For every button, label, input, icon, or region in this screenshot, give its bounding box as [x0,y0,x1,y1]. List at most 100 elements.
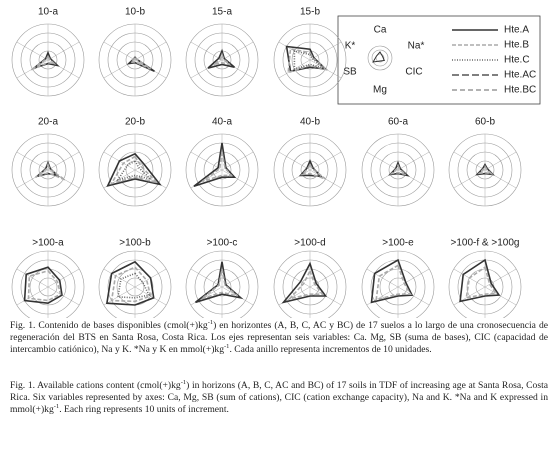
spoke [16,268,49,288]
series-polygon [213,52,231,66]
series-polygon [281,261,328,304]
series-polygon [116,272,151,299]
caption-text: Fig. 1. Available cations content (cmol(… [10,380,181,391]
chart-title: 60-b [475,117,495,128]
chart-title: >100-d [294,238,325,249]
series-polygon [298,158,323,178]
spoke [103,286,136,306]
spoke [16,286,49,306]
legend-label: Hte.A [504,25,529,36]
spoke [190,151,223,171]
series-polygon [465,265,498,299]
legend-axis-label: Na* [408,41,425,52]
series-polygon [459,258,501,303]
superscript: -1 [224,342,230,350]
spoke [366,268,399,288]
spoke [484,268,517,288]
chart-title: 20-a [38,117,58,128]
legend-label: Hte.C [504,55,530,66]
caption-es: Fig. 1. Contenido de bases disponibles (… [10,318,548,356]
caption-text: Fig. 1. Contenido de bases disponibles (… [10,320,208,331]
legend-ring [371,49,389,67]
spoke [309,41,342,61]
spoke [366,151,399,171]
caption-text: ) in horizons (A, B, C, AC and BC) of 17… [10,380,548,415]
legend-axis-label: K* [345,41,356,52]
superscript: -1 [207,318,214,326]
chart-title: 40-a [212,117,232,128]
series-polygon [293,49,325,71]
spoke [47,41,80,61]
spoke [397,268,430,288]
spoke [278,169,311,189]
spoke [453,286,486,306]
spoke [221,169,254,189]
spoke [16,169,49,189]
series-polygon [116,159,154,182]
series-polygon [30,54,57,71]
spoke [47,268,80,288]
chart-title: >100-a [32,238,64,249]
series-polygon [27,269,62,302]
caption-text: ) en horizontes (A, B, C, AC y BC) de 17… [10,320,548,355]
chart-title: 15-b [300,7,320,18]
chart-title: 10-b [125,7,145,18]
legend-axis-label: Mg [373,85,387,96]
series-polygon [23,266,63,305]
spoke [47,286,80,306]
series-polygon [110,266,152,303]
series-polygon [106,152,162,187]
chart-title: 40-b [300,117,320,128]
series-polygon [193,142,237,187]
series-polygon [375,264,412,301]
legend-axis-label: Ca [374,25,387,36]
chart-title: >100-b [119,238,151,249]
superscript: -1 [180,378,187,386]
spoke [103,268,136,288]
spoke [190,41,223,61]
chart-title: 10-a [38,7,58,18]
spoke [309,151,342,171]
legend-box [337,15,541,105]
series-polygon [201,268,239,300]
spoke [397,286,430,306]
chart-title: >100-c [207,238,238,249]
chart-title: 20-b [125,117,145,128]
series-polygon [477,164,494,175]
spoke [221,59,254,79]
spoke [190,268,223,288]
series-polygon [285,45,328,73]
legend-label: Hte.B [504,40,529,51]
series-polygon [287,268,325,301]
legend-axis-label: SB [343,67,357,78]
legend-label: Hte.BC [504,85,536,96]
chart-title: 60-a [388,117,408,128]
chart-title: >100-f & >100g [451,238,520,249]
chart-title: 15-a [212,7,232,18]
caption-text: . Cada anillo representa incrementos de … [229,344,432,355]
spoke [278,268,311,288]
caption-text: . Each ring represents 10 units of incre… [59,404,229,415]
spoke [397,151,430,171]
series-polygon [195,261,244,304]
legend-ring [375,53,385,63]
spoke [103,41,136,61]
spoke [221,268,254,288]
superscript: -1 [53,402,60,410]
spoke [453,151,486,171]
series-polygon [370,258,414,304]
spoke [16,41,49,61]
figure: 10-a 10-b 15-a 15-b 20-a 20-b 40-a 40-b 60-a 60-b… [11,7,541,324]
spoke [484,151,517,171]
spoke [16,151,49,171]
series-polygon [207,48,236,69]
series-polygon [287,47,328,74]
legend-axis-label: CIC [405,67,422,78]
spoke [221,151,254,171]
series-polygon [105,260,155,306]
series-polygon [35,162,66,181]
caption-en: Fig. 1. Available cations content (cmol(… [10,378,548,416]
legend-label: Hte.AC [504,70,536,81]
series-polygon [389,163,407,176]
